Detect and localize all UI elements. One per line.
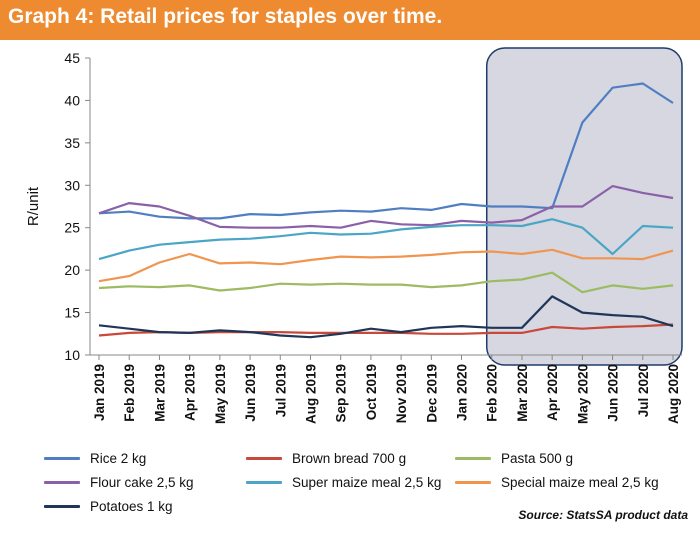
chart-title: Graph 4: Retail prices for staples over … xyxy=(8,5,443,28)
series-line-super-maize-meal-2-5-kg xyxy=(98,218,674,261)
legend-item-pasta: Pasta 500 g xyxy=(455,451,573,466)
legend-swatch xyxy=(455,457,491,460)
legend-swatch xyxy=(44,481,80,484)
x-tick-label: Oct 2019 xyxy=(364,364,379,420)
legend-swatch xyxy=(44,505,80,508)
x-tick-label: Mar 2020 xyxy=(515,364,530,422)
legend-swatch xyxy=(246,457,282,460)
legend-item-special-maize: Special maize meal 2,5 kg xyxy=(455,475,659,490)
x-tick-label: Jun 2019 xyxy=(243,364,258,422)
y-tick-label: 45 xyxy=(64,50,80,66)
x-tick-label: Jul 2020 xyxy=(636,364,651,417)
legend-swatch xyxy=(44,457,80,460)
legend-item-super-maize: Super maize meal 2,5 kg xyxy=(246,475,441,490)
y-axis-label: R/unit xyxy=(25,186,42,226)
legend: Rice 2 kg Brown bread 700 g Pasta 500 g … xyxy=(0,447,700,527)
x-tick-label: Feb 2019 xyxy=(122,364,137,422)
line-chart: 10 15 20 25 30 35 40 45 R/unit Jan 2019 Feb 2019 Ma… xyxy=(25,47,683,424)
x-tick-label: Apr 2019 xyxy=(183,364,198,421)
x-tick-label: May 2019 xyxy=(213,364,228,424)
legend-item-flour-cake: Flour cake 2,5 kg xyxy=(44,475,194,490)
x-tick-label: Jul 2019 xyxy=(273,364,288,417)
y-tick-label: 20 xyxy=(64,262,80,278)
legend-item-potatoes: Potatoes 1 kg xyxy=(44,499,173,514)
x-tick-label: Feb 2020 xyxy=(485,364,500,422)
legend-swatch xyxy=(455,481,491,484)
x-tick-label: Jan 2019 xyxy=(92,364,107,421)
series-line-special-maize-meal-2-5-kg xyxy=(98,248,674,283)
y-tick-label: 15 xyxy=(64,305,80,321)
series-line-flour-cake-2-5-kg xyxy=(98,185,674,229)
legend-item-rice: Rice 2 kg xyxy=(44,451,146,466)
source-note: Source: StatsSA product data xyxy=(518,508,688,522)
x-tick-label: Aug 2020 xyxy=(666,364,681,424)
x-tick-label: Dec 2019 xyxy=(424,364,439,423)
x-tick-label: Aug 2019 xyxy=(303,364,318,424)
x-tick-label: Mar 2019 xyxy=(152,364,167,422)
y-tick-label: 35 xyxy=(64,135,80,151)
legend-label: Flour cake 2,5 kg xyxy=(90,475,194,490)
legend-label: Special maize meal 2,5 kg xyxy=(501,475,659,490)
legend-label: Super maize meal 2,5 kg xyxy=(292,475,442,490)
legend-item-brown-bread: Brown bread 700 g xyxy=(246,451,406,466)
legend-swatch xyxy=(246,481,282,484)
legend-label: Brown bread 700 g xyxy=(292,451,407,466)
x-tick-label: May 2020 xyxy=(575,364,590,424)
x-tick-label: Jan 2020 xyxy=(455,364,470,421)
x-tick-label: Nov 2019 xyxy=(394,364,409,423)
x-tick-label: Apr 2020 xyxy=(545,364,560,421)
x-tick-label: Sep 2019 xyxy=(334,364,349,423)
header-banner: Graph 4: Retail prices for staples over … xyxy=(0,0,700,40)
y-tick-label: 10 xyxy=(64,347,80,363)
y-tick-label: 25 xyxy=(64,220,80,236)
y-tick-label: 40 xyxy=(64,92,80,108)
series-line-pasta-500-g xyxy=(98,271,674,294)
legend-label: Pasta 500 g xyxy=(501,451,574,466)
x-tick-label: Jun 2020 xyxy=(606,364,621,422)
y-tick-label: 30 xyxy=(64,177,80,193)
legend-label: Rice 2 kg xyxy=(90,451,147,466)
legend-label: Potatoes 1 kg xyxy=(90,499,173,514)
series-line-potatoes-1-kg xyxy=(98,295,674,339)
